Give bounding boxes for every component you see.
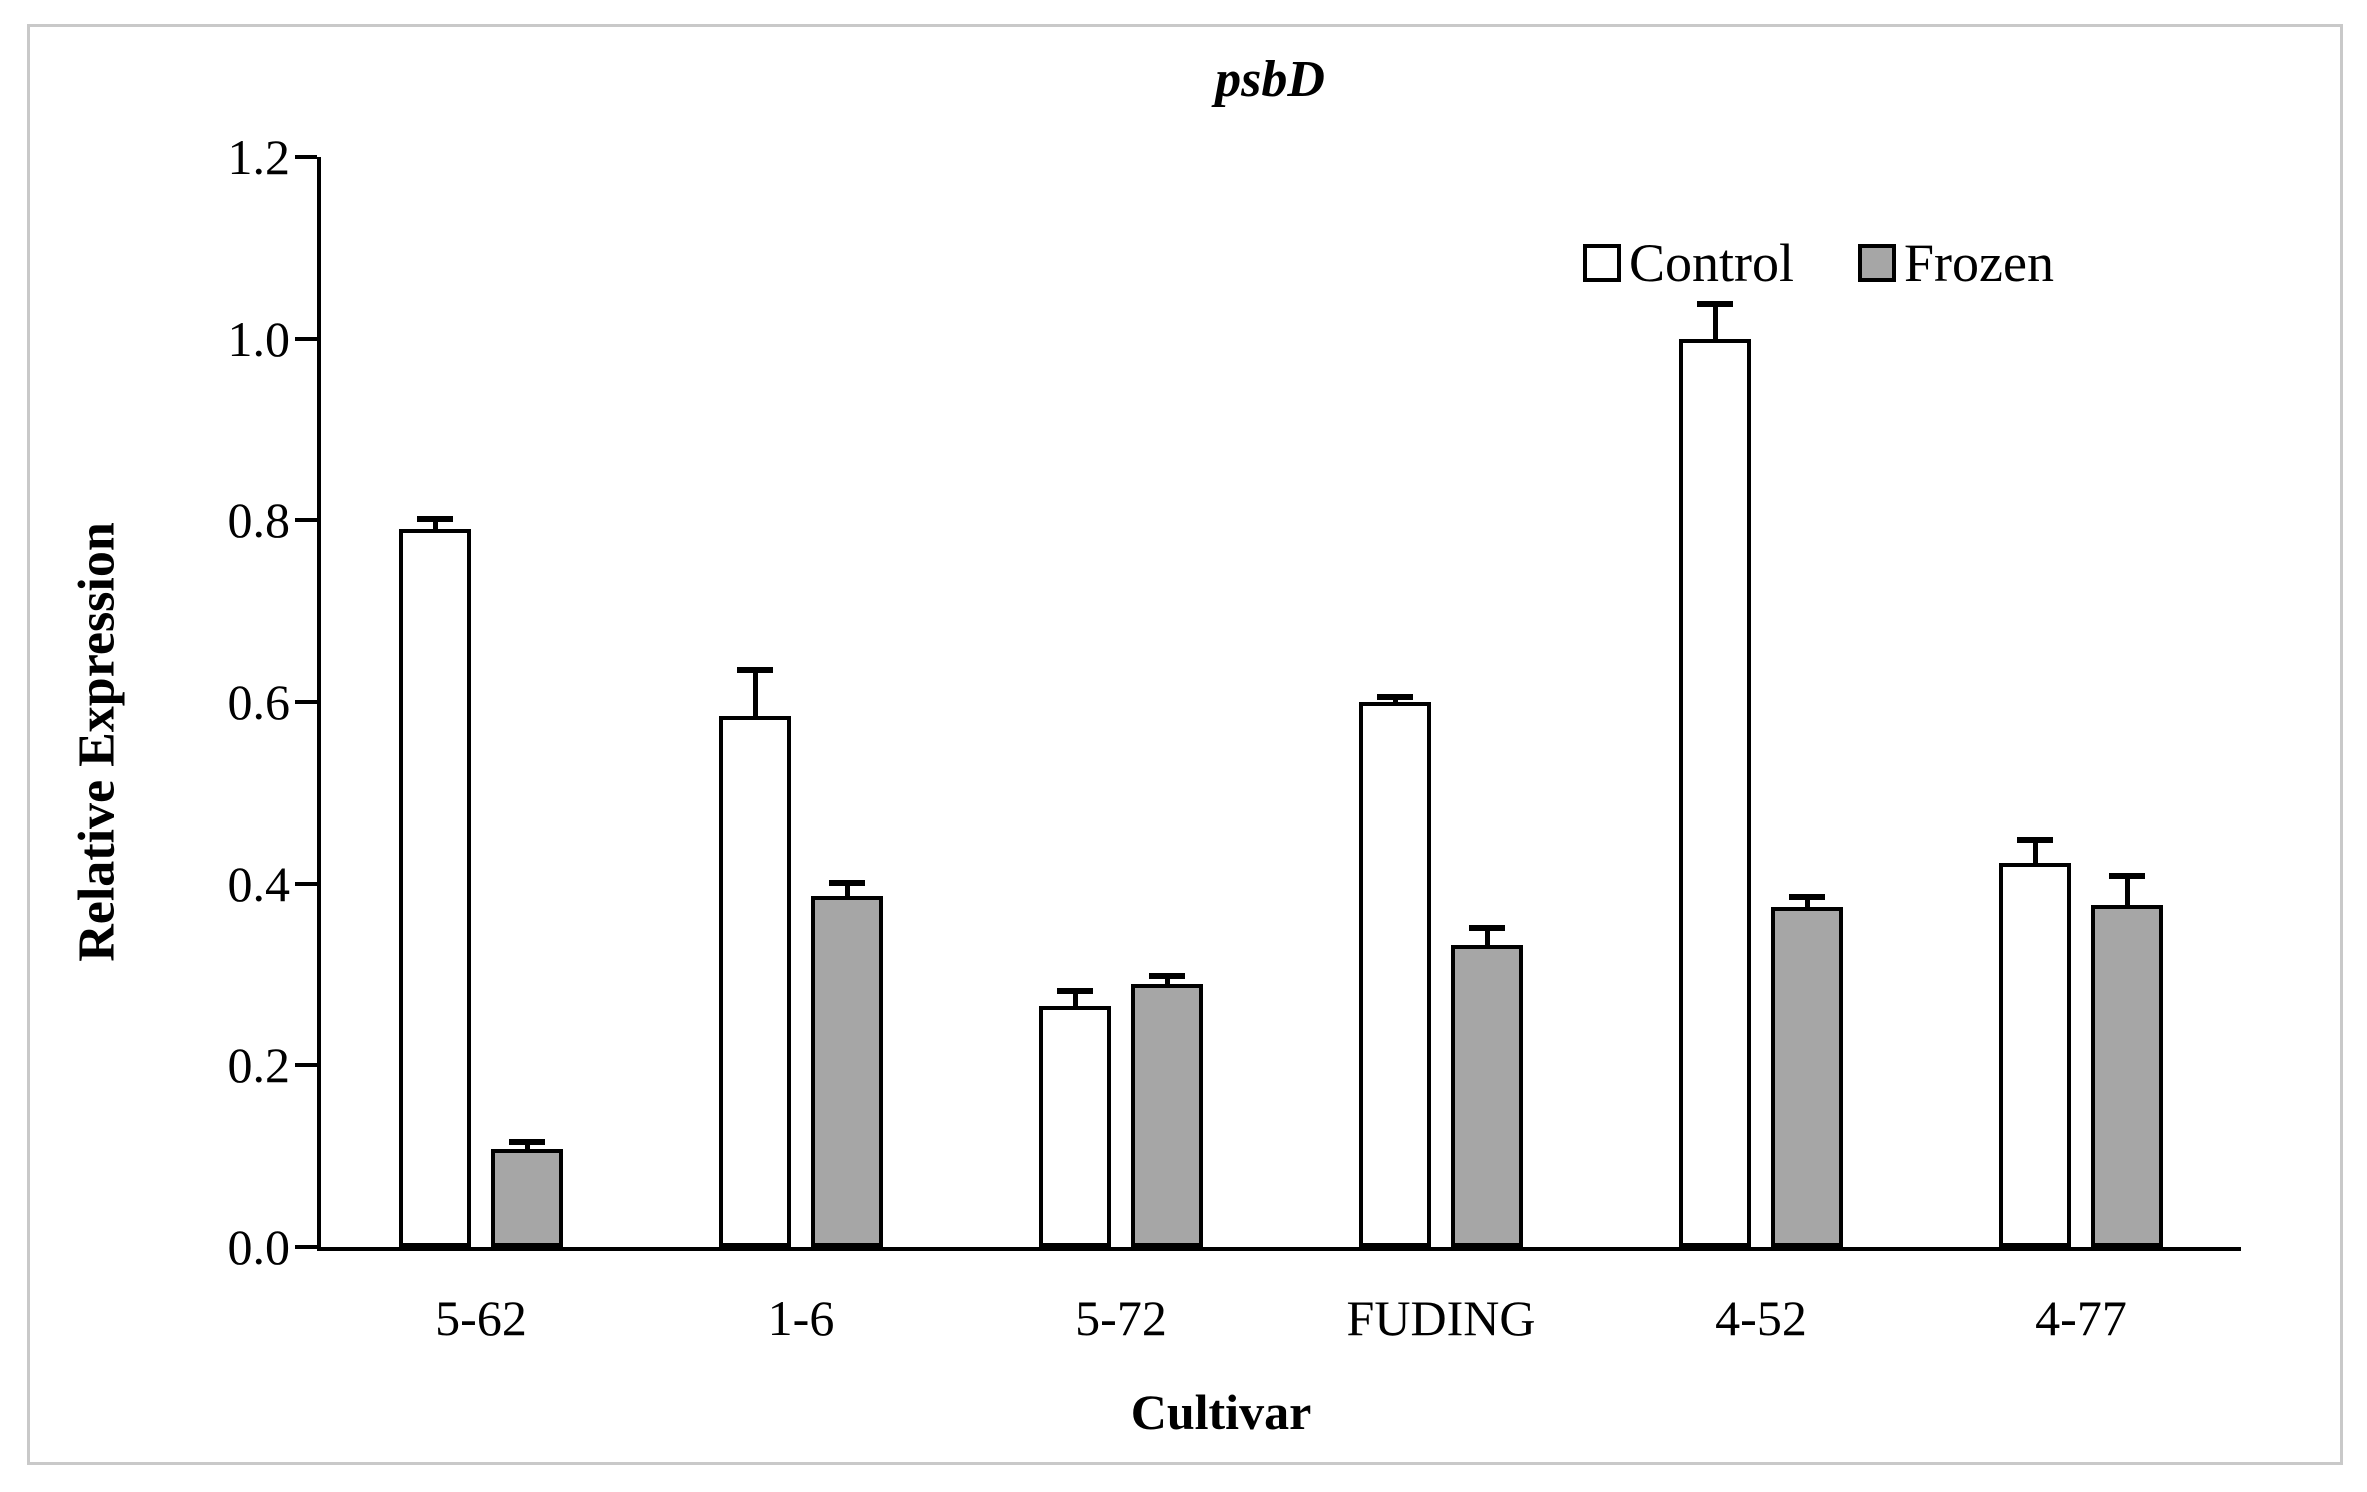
error-bar-cap: [1377, 693, 1413, 700]
bar-control-4-77: [1999, 862, 2071, 1247]
error-bar-cap: [1697, 301, 1733, 308]
legend-item-control: Control: [1583, 232, 1794, 294]
chart-title: psbD: [1215, 51, 1325, 108]
x-category-label: FUDING: [1346, 1290, 1536, 1346]
y-tick-mark: [295, 336, 317, 341]
x-category-label: 4-77: [2035, 1290, 2127, 1346]
y-tick-label: 0.6: [227, 674, 291, 730]
y-tick-mark: [295, 1245, 317, 1249]
error-bar-cap: [737, 667, 773, 674]
x-category-label: 4-52: [1715, 1290, 1807, 1346]
bar-frozen-5-72: [1131, 983, 1203, 1247]
y-tick-label: 1.2: [227, 129, 291, 185]
error-bar-line: [752, 670, 758, 716]
error-bar-cap: [509, 1138, 545, 1145]
bar-control-5-62: [399, 529, 471, 1247]
y-tick-mark: [295, 881, 317, 886]
error-bar-line: [432, 518, 438, 530]
y-tick-label: 1.0: [227, 310, 291, 367]
error-bar-line: [1804, 897, 1810, 908]
x-category-label: 1-6: [767, 1290, 835, 1346]
error-bar-line: [2124, 876, 2130, 906]
frozen-swatch-icon: [1858, 244, 1897, 282]
y-tick-label: 0.0: [227, 1219, 291, 1275]
y-tick-mark: [295, 700, 317, 704]
y-tick-label: 0.8: [227, 492, 291, 549]
error-bar-cap: [1149, 973, 1185, 980]
x-category-label: 5-72: [1075, 1290, 1167, 1346]
error-bar-cap: [2109, 873, 2145, 880]
y-tick-mark: [295, 518, 317, 523]
error-bar-line: [1164, 976, 1170, 984]
error-bar-cap: [1469, 925, 1505, 932]
bar-frozen-4-77: [2091, 905, 2163, 1247]
error-bar-line: [1484, 928, 1490, 945]
x-axis-title: Cultivar: [1130, 1384, 1312, 1440]
y-tick-label: 0.4: [227, 855, 291, 912]
legend-label-frozen: Frozen: [1904, 233, 2054, 293]
y-tick-mark: [295, 1063, 317, 1068]
error-bar-line: [1072, 990, 1078, 1007]
bar-frozen-1-6: [811, 896, 883, 1247]
error-bar-cap: [417, 515, 453, 522]
error-bar-line: [844, 882, 850, 897]
legend: Control Frozen: [1583, 232, 2054, 294]
bar-control-4-52: [1679, 338, 1751, 1247]
error-bar-line: [1712, 304, 1718, 339]
y-tick-label: 0.2: [227, 1037, 291, 1094]
y-axis-title: Relative Expression: [68, 522, 126, 962]
plot-area: 5-62 1-6 5-72 FUDING 4-52 4-77: [295, 155, 2241, 1346]
bar-control-1-6: [719, 715, 791, 1247]
error-bar-line: [524, 1141, 530, 1149]
y-axis-tick-labels: 0.0 0.2 0.4 0.6 0.8 1.0 1.2: [140, 129, 291, 1275]
error-bar-cap: [1789, 894, 1825, 901]
bar-control-FUDING: [1359, 702, 1431, 1247]
bar-frozen-4-52: [1771, 907, 1843, 1247]
error-bar-cap: [1057, 987, 1093, 994]
x-category-label: 5-62: [435, 1290, 527, 1346]
error-bar-cap: [829, 879, 865, 886]
legend-item-frozen: Frozen: [1858, 232, 2054, 294]
bar-control-5-72: [1039, 1006, 1111, 1247]
error-bar-cap: [2017, 837, 2053, 844]
y-tick-mark: [295, 155, 317, 159]
control-swatch-icon: [1583, 244, 1621, 282]
bar-frozen-FUDING: [1451, 944, 1523, 1247]
error-bar-line: [2032, 840, 2038, 863]
bar-frozen-5-62: [491, 1148, 563, 1247]
legend-label-control: Control: [1629, 233, 1795, 293]
